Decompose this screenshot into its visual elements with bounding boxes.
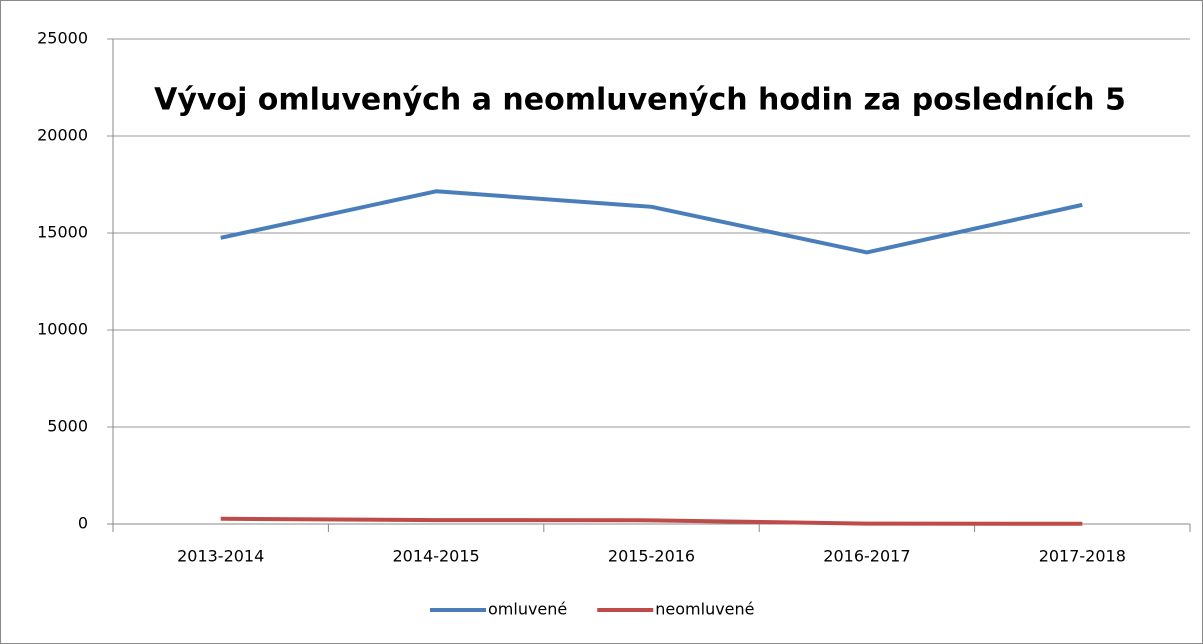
y-tick-label: 5000	[47, 417, 88, 436]
x-tick-label: 2016-2017	[823, 547, 910, 566]
x-tick-label: 2013-2014	[177, 547, 264, 566]
series-line	[220, 516, 1083, 526]
y-tick-label: 20000	[37, 126, 88, 145]
y-tick-label: 0	[78, 514, 88, 533]
legend-label: neomluvené	[655, 600, 754, 619]
x-tick-label: 2015-2016	[608, 547, 695, 566]
y-tick-label: 15000	[37, 223, 88, 242]
series-line	[220, 189, 1083, 255]
y-tick-label: 25000	[37, 29, 88, 48]
y-tick-label: 10000	[37, 320, 88, 339]
x-tick-label: 2017-2018	[1039, 547, 1126, 566]
legend-label: omluvené	[488, 600, 567, 619]
x-tick-label: 2014-2015	[392, 547, 479, 566]
chart-title: Vývoj omluvených a neomluvených hodin za…	[154, 83, 1126, 118]
